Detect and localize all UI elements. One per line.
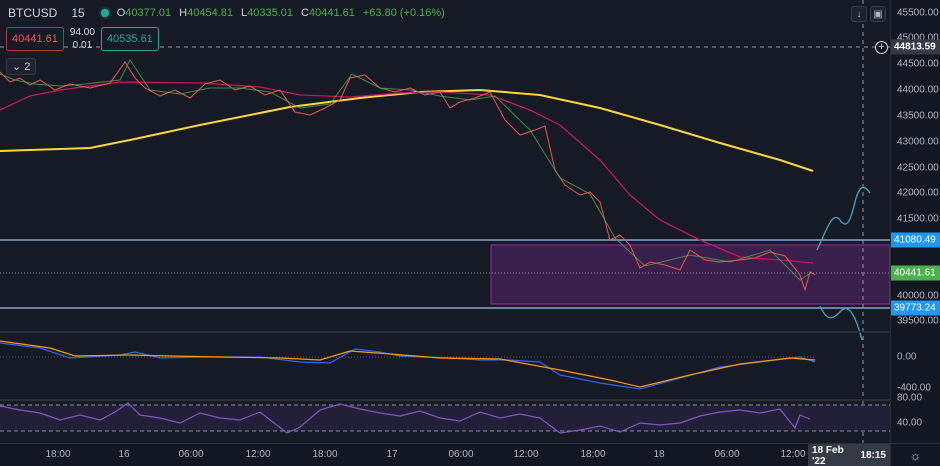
symbol-name[interactable]: BTCUSD [8,6,58,20]
gear-icon: ☼ [909,447,922,463]
sell-button[interactable]: 40441.61 [6,27,64,51]
candlesticks [0,59,816,292]
chart-drawing[interactable] [0,0,890,443]
current-price-tag: 40441.61 [891,265,940,281]
signal-line [0,340,816,388]
rsi-line [0,402,811,434]
projection-down-path [819,305,863,341]
crosshair-time-tag: 18 Feb '22 18:15 [808,444,890,466]
quantity-value[interactable]: 94.00 [69,27,95,38]
pane-separator-rsi[interactable] [0,399,940,401]
spread-info: 94.00 0.01 [70,26,95,52]
fullscreen-icon: ▣ [873,8,883,20]
range-zone-rect [490,244,890,305]
price-axis[interactable]: 45500.00 45000.00 44500.00 44000.00 4350… [890,0,940,443]
close-value: 40441.61 [308,7,355,19]
low-value: 40335.01 [247,7,294,19]
add-alert-plus-icon[interactable]: + [875,41,888,54]
open-value: 40377.01 [125,7,172,19]
chart-canvas[interactable]: BTCUSD 15 O40377.01 H40454.81 L40335.01 … [0,0,890,443]
scroll-to-realtime-button[interactable]: ↓ [851,6,867,22]
collapse-indicators-button[interactable]: ⌄ 2 [6,58,37,75]
support-price-tag: 39773.24 [891,300,940,316]
high-value: 40454.81 [187,7,233,19]
fullscreen-button[interactable]: ▣ [870,6,886,22]
pane-separator-macd[interactable] [0,331,940,333]
arrow-down-icon: ↓ [856,8,862,20]
rsi-band [0,405,890,431]
projection-up-path [816,186,871,251]
symbol-legend: BTCUSD 15 O40377.01 H40454.81 L40335.01 … [8,6,445,20]
spread-value: 0.01 [72,40,93,51]
change-value: +63.80 (+0.16%) [362,7,445,19]
chevron-down-icon: ⌄ [12,61,22,73]
trade-panel: 40441.61 94.00 0.01 40535.61 [6,26,159,52]
resistance-price-tag: 41080.49 [891,232,940,248]
buy-button[interactable]: 40535.61 [100,27,159,51]
market-status-icon [100,9,109,17]
crosshair-price-tag: 44813.59 [891,39,940,55]
time-axis[interactable]: 18:00 16 06:00 12:00 18:00 17 06:00 12:0… [0,443,890,466]
ma-fast-line [0,81,814,264]
ma-slow-line [0,88,814,172]
timeframe[interactable]: 15 [71,6,85,20]
chart-settings-button[interactable]: ☼ [890,443,940,466]
macd-line [0,342,816,390]
